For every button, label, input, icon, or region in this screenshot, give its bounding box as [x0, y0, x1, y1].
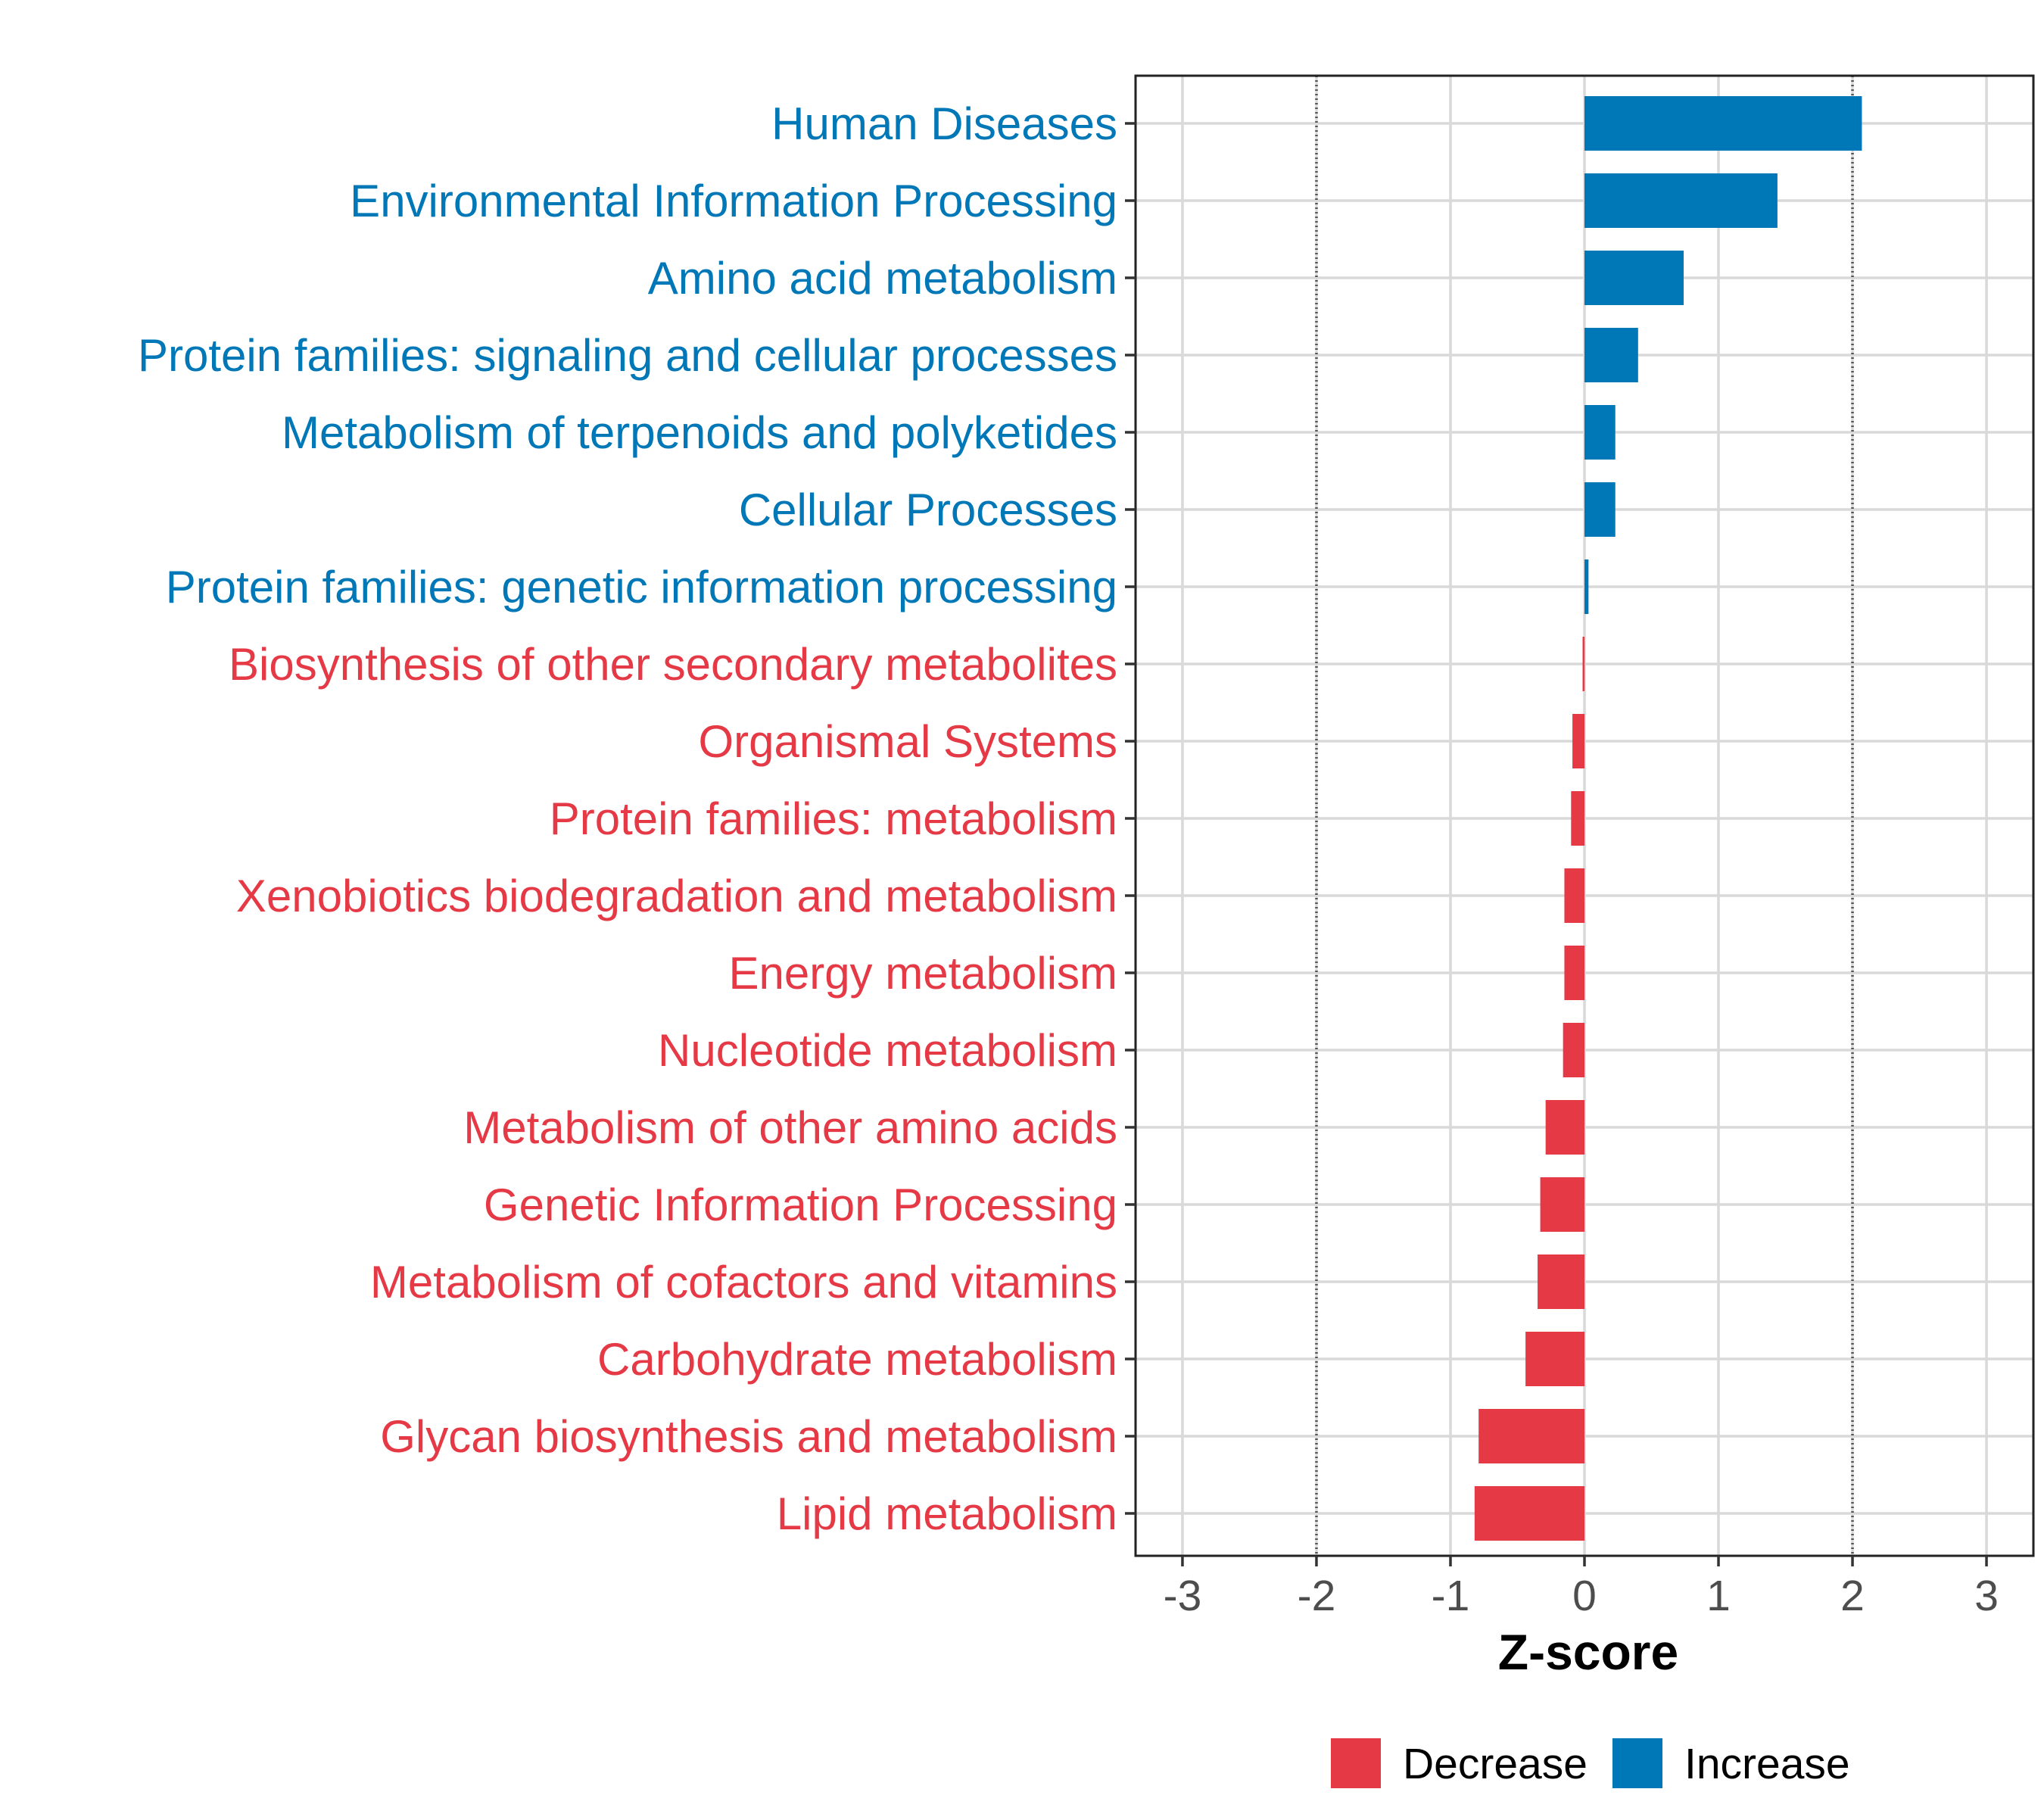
x-tick-label: 1 [1706, 1572, 1731, 1620]
legend: Decrease Increase [1331, 1738, 1850, 1788]
bar-glycan-biosynthesis-and-metabolism [1478, 1409, 1584, 1463]
category-label: Protein families: genetic information pr… [166, 562, 1117, 612]
category-label: Genetic Information Processing [484, 1180, 1117, 1230]
bars [1474, 96, 1862, 1541]
category-label: Protein families: metabolism [550, 793, 1117, 844]
x-tick-label: -1 [1432, 1572, 1470, 1620]
category-label: Lipid metabolism [777, 1488, 1117, 1539]
bar-protein-families-genetic-information-processing [1584, 559, 1589, 614]
bar-xenobiotics-biodegradation-and-metabolism [1564, 868, 1584, 923]
x-tick-label: 2 [1840, 1572, 1865, 1620]
legend-label-decrease: Decrease [1403, 1740, 1588, 1788]
bar-carbohydrate-metabolism [1525, 1332, 1584, 1386]
bar-biosynthesis-of-other-secondary-metabolites [1582, 637, 1584, 691]
category-label: Organismal Systems [699, 716, 1117, 767]
bar-lipid-metabolism [1474, 1486, 1584, 1541]
bar-metabolism-of-cofactors-and-vitamins [1538, 1254, 1584, 1309]
category-label: Environmental Information Processing [350, 176, 1117, 226]
category-label: Metabolism of terpenoids and polyketides [282, 407, 1117, 458]
category-label: Glycan biosynthesis and metabolism [380, 1411, 1117, 1462]
bar-protein-families-signaling-and-cellular-processes [1584, 328, 1638, 382]
legend-key-decrease [1331, 1738, 1381, 1788]
x-tick-label: -3 [1164, 1572, 1202, 1620]
legend-key-increase [1612, 1738, 1662, 1788]
category-label: Xenobiotics biodegradation and metabolis… [236, 871, 1117, 921]
bar-amino-acid-metabolism [1584, 251, 1684, 305]
category-label: Cellular Processes [739, 485, 1117, 535]
category-label: Energy metabolism [728, 948, 1117, 999]
x-tick-label: 0 [1572, 1572, 1597, 1620]
x-axis: -3 -2 -1 0 1 2 3 [1164, 1556, 1999, 1620]
category-label: Protein families: signaling and cellular… [138, 330, 1117, 381]
bar-energy-metabolism [1564, 946, 1584, 1000]
category-label: Nucleotide metabolism [658, 1025, 1117, 1076]
bar-metabolism-of-terpenoids-and-polyketides [1584, 405, 1616, 460]
category-label: Metabolism of cofactors and vitamins [370, 1257, 1117, 1307]
bar-protein-families-metabolism [1571, 791, 1584, 846]
x-axis-title: Z-score [1498, 1624, 1678, 1680]
category-label: Metabolism of other amino acids [463, 1102, 1117, 1153]
category-label: Human Diseases [771, 98, 1117, 149]
category-label: Carbohydrate metabolism [597, 1334, 1117, 1385]
bar-nucleotide-metabolism [1563, 1023, 1584, 1077]
bar-human-diseases [1584, 96, 1862, 151]
reference-lines [1315, 76, 1854, 1556]
bar-metabolism-of-other-amino-acids [1545, 1100, 1584, 1155]
bar-genetic-information-processing [1540, 1177, 1584, 1232]
legend-label-increase: Increase [1684, 1740, 1850, 1788]
category-label: Biosynthesis of other secondary metaboli… [229, 639, 1117, 690]
category-label: Amino acid metabolism [648, 253, 1117, 304]
y-axis: Human Diseases Environmental Information … [138, 98, 1136, 1539]
x-tick-label: 3 [1974, 1572, 1999, 1620]
x-tick-label: -2 [1298, 1572, 1336, 1620]
bar-environmental-information-processing [1584, 173, 1778, 228]
bar-organismal-systems [1572, 714, 1584, 768]
bar-cellular-processes [1584, 482, 1616, 537]
